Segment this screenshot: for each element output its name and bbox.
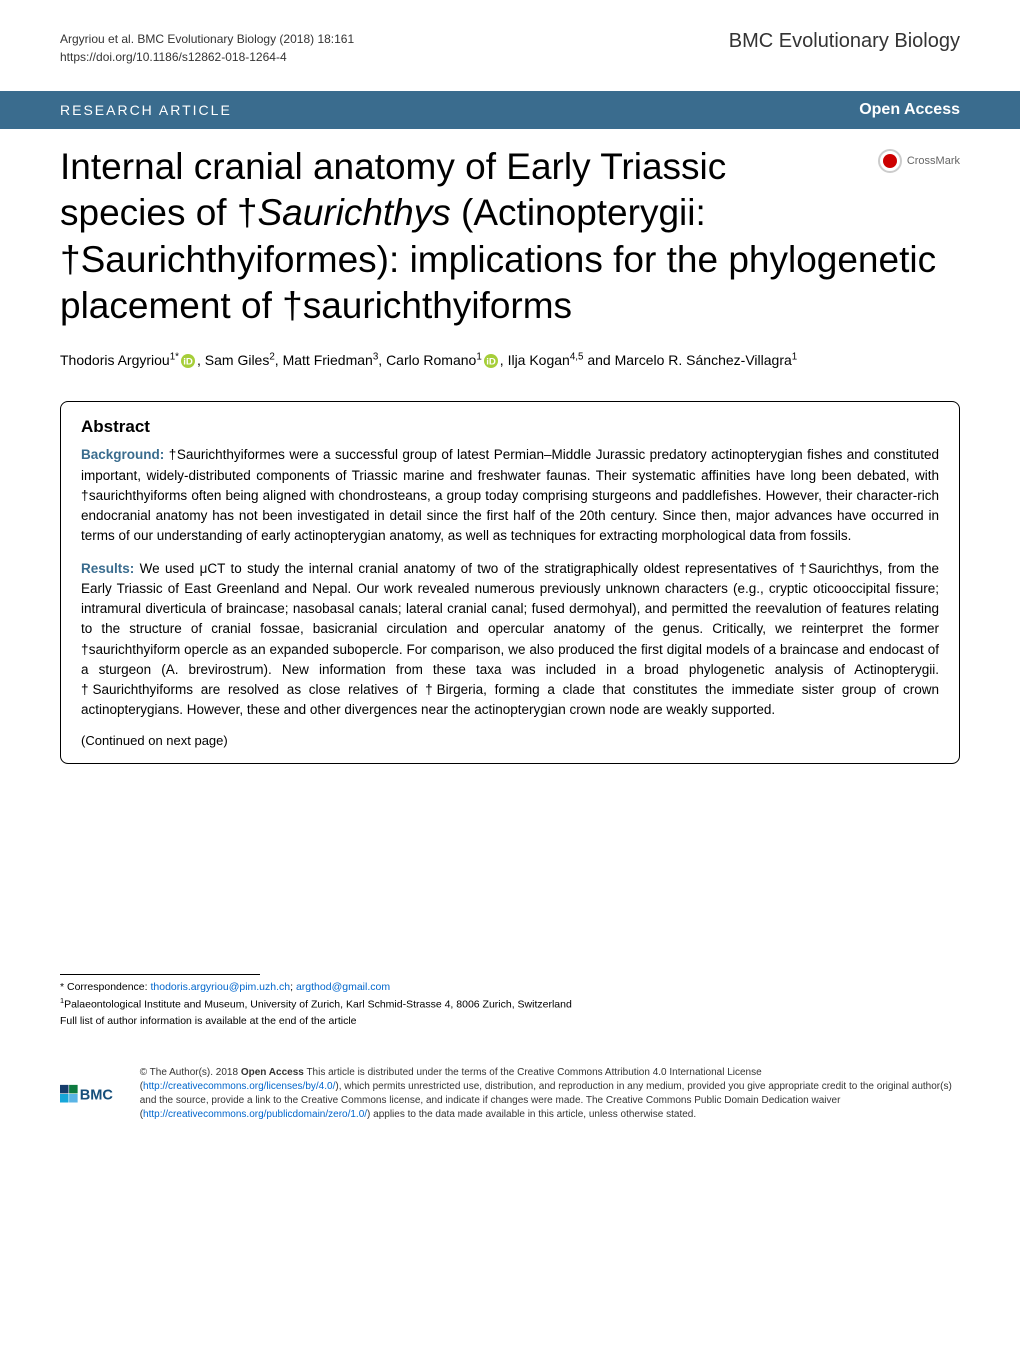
background-text: †Saurichthyiformes were a successful gro…: [81, 447, 939, 543]
correspondence-email1[interactable]: thodoris.argyriou@pim.uzh.ch: [150, 981, 290, 993]
bmc-footer: BMC © The Author(s). 2018 Open Access Th…: [0, 1049, 1020, 1154]
author: Sam Giles2: [205, 352, 275, 368]
crossmark-label: CrossMark: [907, 155, 960, 167]
results-text: We used μCT to study the internal crania…: [81, 561, 939, 718]
footer-section: * Correspondence: thodoris.argyriou@pim.…: [0, 974, 1020, 1050]
svg-text:BMC: BMC: [80, 1088, 114, 1104]
affiliation-text: Palaeontological Institute and Museum, U…: [64, 999, 572, 1011]
journal-name: BMC Evolutionary Biology: [729, 30, 960, 53]
abstract-results: Results: We used μCT to study the intern…: [81, 559, 939, 721]
abstract-box: Abstract Background: †Saurichthyiformes …: [60, 401, 960, 763]
svg-text:iD: iD: [486, 357, 496, 368]
crossmark-badge[interactable]: CrossMark: [878, 149, 960, 173]
author: Matt Friedman3: [283, 352, 379, 368]
license-link1[interactable]: http://creativecommons.org/licenses/by/4…: [143, 1081, 335, 1092]
license-prefix: © The Author(s). 2018: [140, 1067, 241, 1078]
article-type-label: RESEARCH ARTICLE: [60, 102, 232, 118]
abstract-background: Background: †Saurichthyiformes were a su…: [81, 445, 939, 546]
open-access-label: Open Access: [859, 101, 960, 119]
footer-divider: [60, 974, 260, 975]
results-label: Results:: [81, 561, 134, 576]
author: Carlo Romano1iD: [386, 352, 500, 368]
license-text3: ) applies to the data made available in …: [367, 1109, 696, 1120]
orcid-icon[interactable]: iD: [484, 354, 498, 368]
crossmark-icon: [878, 149, 902, 173]
citation-line: Argyriou et al. BMC Evolutionary Biology…: [60, 30, 354, 48]
orcid-icon[interactable]: iD: [181, 354, 195, 368]
license-text: © The Author(s). 2018 Open Access This a…: [140, 1066, 960, 1122]
correspondence-email2[interactable]: argthod@gmail.com: [296, 981, 390, 993]
abstract-heading: Abstract: [81, 417, 939, 437]
title-genus: Saurichthys: [257, 192, 450, 233]
license-link2[interactable]: http://creativecommons.org/publicdomain/…: [143, 1109, 367, 1120]
license-bold: Open Access: [241, 1067, 304, 1078]
article-title: Internal cranial anatomy of Early Triass…: [0, 129, 1020, 339]
svg-text:iD: iD: [183, 357, 193, 368]
correspondence: * Correspondence: thodoris.argyriou@pim.…: [60, 980, 960, 1030]
header-citation: Argyriou et al. BMC Evolutionary Biology…: [60, 30, 354, 66]
authors-list: Thodoris Argyriou1*iD, Sam Giles2, Matt …: [0, 339, 1020, 391]
page-header: Argyriou et al. BMC Evolutionary Biology…: [0, 0, 1020, 76]
bmc-logo-icon: BMC: [60, 1064, 115, 1124]
spacer: [0, 774, 1020, 974]
author: Ilja Kogan4,5: [508, 352, 584, 368]
continued-note: (Continued on next page): [81, 733, 939, 748]
correspondence-label: * Correspondence:: [60, 981, 150, 993]
doi-line: https://doi.org/10.1186/s12862-018-1264-…: [60, 48, 354, 66]
author: Thodoris Argyriou1*iD: [60, 352, 197, 368]
fulllist-text: Full list of author information is avail…: [60, 1015, 357, 1027]
background-label: Background:: [81, 447, 164, 462]
author: Marcelo R. Sánchez-Villagra1: [615, 352, 798, 368]
article-type-bar: RESEARCH ARTICLE Open Access: [0, 91, 1020, 129]
